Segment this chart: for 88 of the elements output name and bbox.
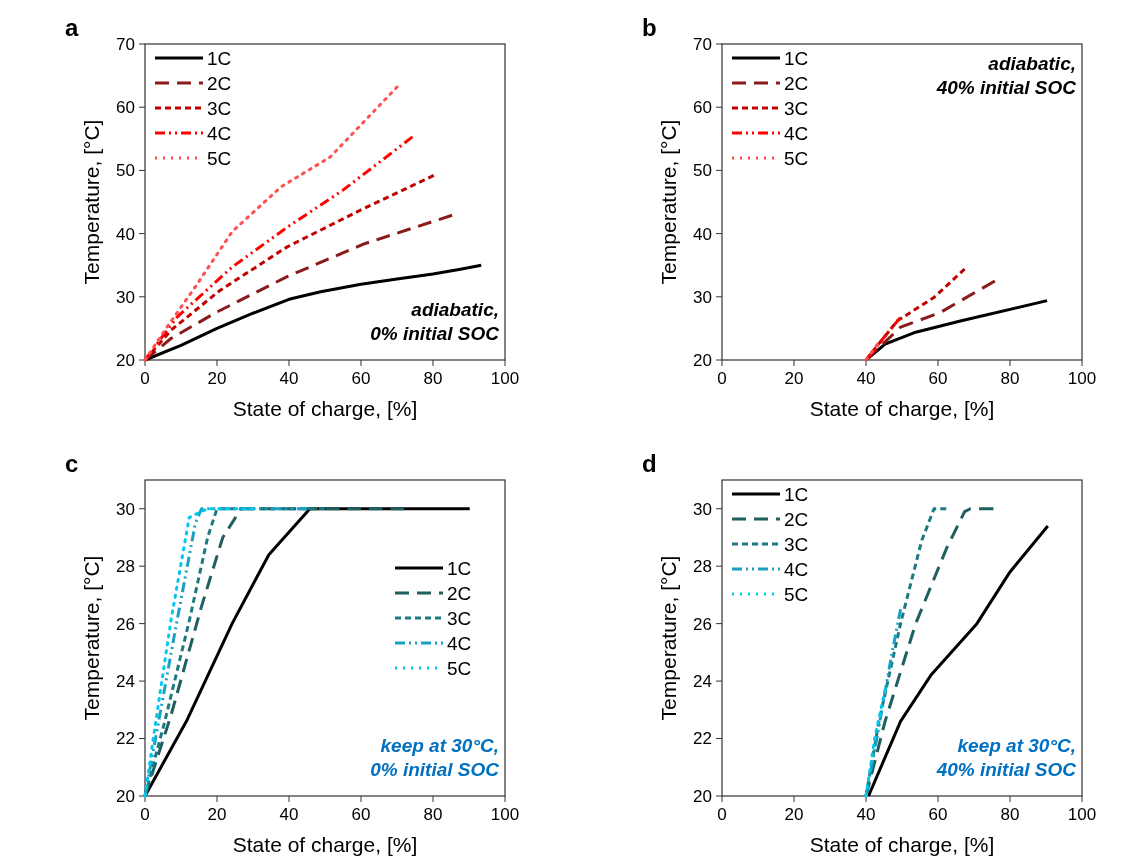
legend-label: 4C [784,558,809,580]
annotation: adiabatic, [411,299,499,320]
legend-label: 5C [207,147,232,169]
chart-title: d [642,450,657,477]
y-tick-label: 20 [693,786,712,806]
legend-label: 5C [784,147,809,169]
x-tick-label: 0 [717,805,727,824]
y-axis-title: Temperature, [°C] [80,119,103,285]
x-tick-label: 0 [140,805,150,824]
x-tick-label: 60 [351,805,371,824]
x-tick-label: 40 [856,805,876,824]
x-tick-label: 20 [784,369,804,388]
x-tick-label: 80 [423,369,443,388]
y-axis-title: Temperature, [°C] [657,555,680,721]
y-tick-label: 30 [116,499,135,519]
legend-label: 1C [207,47,232,69]
legend-label: 3C [207,97,232,119]
y-tick-label: 28 [693,557,712,577]
annotation: 40% initial SOC [935,759,1077,780]
y-tick-label: 50 [116,161,135,181]
annotation: keep at 30°C, [380,735,499,756]
chart-title: b [642,14,657,41]
x-tick-label: 100 [1067,805,1097,824]
y-tick-label: 60 [693,98,712,118]
legend-label: 3C [784,533,809,555]
x-tick-label: 100 [490,805,520,824]
y-tick-label: 40 [693,224,712,244]
legend-label: 2C [784,72,809,94]
y-axis-title: Temperature, [°C] [657,119,680,285]
y-tick-label: 30 [693,499,712,519]
x-axis-title: State of charge, [%] [809,397,995,420]
x-axis-title: State of charge, [%] [809,833,995,856]
x-tick-label: 100 [1067,369,1097,388]
y-tick-label: 30 [116,287,135,307]
legend-label: 2C [447,582,472,604]
legend-label: 3C [784,97,809,119]
legend-label: 2C [207,72,232,94]
x-tick-label: 40 [279,369,299,388]
x-tick-label: 80 [1000,805,1020,824]
x-tick-label: 20 [784,805,804,824]
y-tick-label: 60 [116,98,135,118]
x-tick-label: 20 [207,369,227,388]
y-tick-label: 22 [693,729,712,749]
legend-label: 4C [784,122,809,144]
y-tick-label: 70 [116,34,135,54]
x-tick-label: 0 [140,369,150,388]
legend-label: 2C [784,508,809,530]
x-axis-title: State of charge, [%] [232,833,418,856]
legend-label: 3C [447,607,472,629]
legend-label: 1C [447,557,472,579]
x-tick-label: 80 [423,805,443,824]
annotation: 0% initial SOC [370,323,500,344]
y-tick-label: 26 [116,614,135,634]
legend-label: 5C [447,657,472,679]
y-tick-label: 40 [116,224,135,244]
legend-label: 4C [207,122,232,144]
x-tick-label: 20 [207,805,227,824]
y-tick-label: 20 [116,786,135,806]
x-tick-label: 100 [490,369,520,388]
x-axis-title: State of charge, [%] [232,397,418,420]
annotation: 0% initial SOC [370,759,500,780]
chart-title: c [65,450,79,477]
y-tick-label: 20 [693,350,712,370]
chart-title: a [65,14,79,41]
y-tick-label: 30 [693,287,712,307]
y-tick-label: 20 [116,350,135,370]
y-tick-label: 24 [116,672,135,692]
x-tick-label: 0 [717,369,727,388]
annotation: keep at 30°C, [957,735,1076,756]
legend-label: 4C [447,632,472,654]
y-tick-label: 70 [693,34,712,54]
y-axis-title: Temperature, [°C] [80,555,103,721]
legend-label: 1C [784,47,809,69]
annotation: adiabatic, [988,53,1076,74]
x-tick-label: 60 [928,805,948,824]
y-tick-label: 50 [693,161,712,181]
legend-label: 5C [784,583,809,605]
y-tick-label: 26 [693,614,712,634]
y-tick-label: 28 [116,557,135,577]
x-tick-label: 60 [351,369,371,388]
x-tick-label: 40 [279,805,299,824]
x-tick-label: 80 [1000,369,1020,388]
y-tick-label: 24 [693,672,712,692]
x-tick-label: 60 [928,369,948,388]
x-tick-label: 40 [856,369,876,388]
y-tick-label: 22 [116,729,135,749]
legend-label: 1C [784,483,809,505]
annotation: 40% initial SOC [935,77,1077,98]
